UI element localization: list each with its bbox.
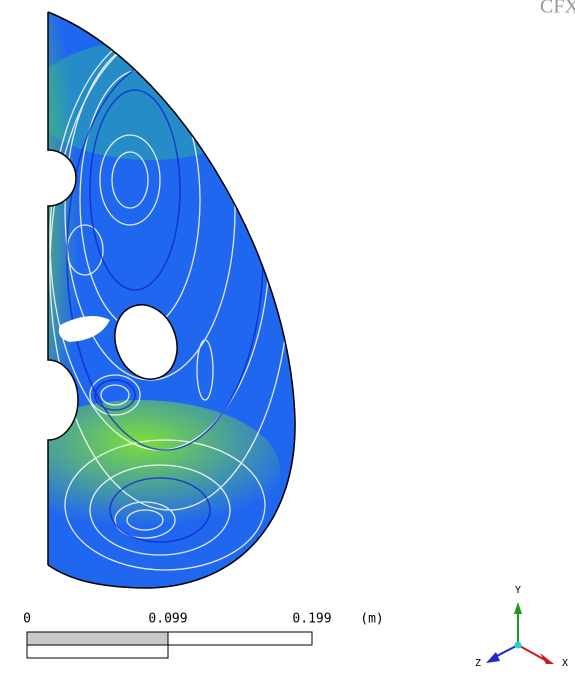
scale-label: 0 [23,612,31,627]
scale-label: 0.099 [148,612,187,627]
scale-segment [27,645,168,658]
cfd-view: CFX 0 0.099 0.199 (m) [0,0,575,686]
scale-segment [168,632,312,645]
scale-bar: 0 0.099 0.199 (m) [23,612,384,659]
logo: CFX [540,0,575,18]
axis-label: X [562,658,568,669]
axis-label: Y [515,585,521,596]
axis-label: Z [475,658,481,669]
page: CFX 0 0.099 0.199 (m) [0,0,575,686]
scale-segment [27,632,168,645]
axis-triad: Y Z X [475,585,568,669]
scale-unit: (m) [360,612,383,627]
scale-label: 0.199 [292,612,331,627]
